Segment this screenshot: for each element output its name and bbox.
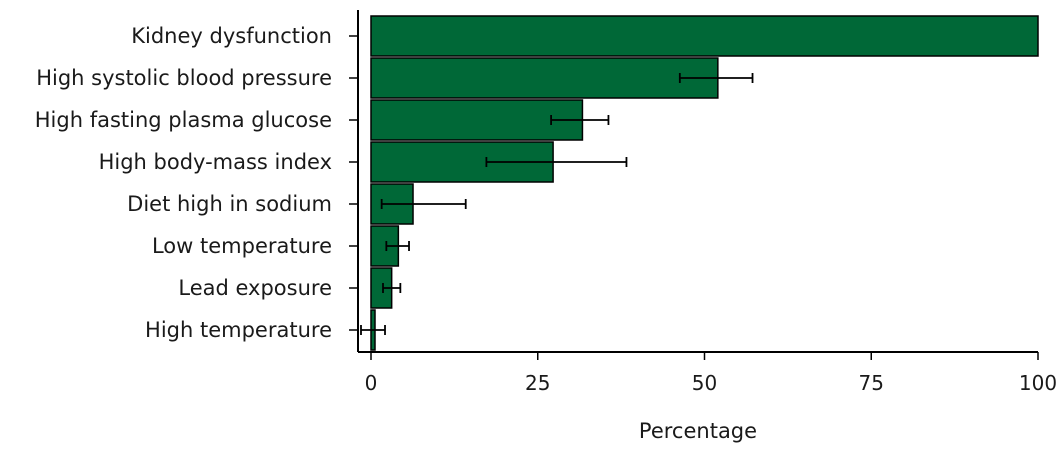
category-label-3: High body-mass index: [99, 150, 332, 174]
bar-1: [370, 57, 719, 99]
bars-layer: [370, 15, 1039, 351]
error-bar-6: [382, 283, 402, 293]
bar-0: [370, 15, 1039, 57]
axes-layer: [349, 10, 1038, 353]
category-label-0: Kidney dysfunction: [131, 24, 332, 48]
error-bar-7: [360, 325, 386, 335]
category-label-1: High systolic blood pressure: [36, 66, 332, 90]
category-label-4: Diet high in sodium: [127, 192, 332, 216]
error-bar-5: [385, 241, 410, 251]
category-label-5: Low temperature: [152, 234, 332, 258]
error-bars-layer: [360, 73, 754, 335]
category-label-6: Lead exposure: [178, 276, 332, 300]
x-axis-title: Percentage: [639, 419, 757, 443]
x-tick-label-0: 0: [365, 371, 378, 395]
category-label-7: High temperature: [145, 318, 332, 342]
error-bar-4: [380, 199, 467, 209]
error-bar-3: [485, 157, 628, 167]
error-bar-2: [550, 115, 610, 125]
x-tick-label-3: 75: [859, 371, 884, 395]
category-label-2: High fasting plasma glucose: [35, 108, 332, 132]
x-tick-label-1: 25: [525, 371, 550, 395]
x-axis-ticks: 0 25 50 75 100: [365, 352, 1057, 395]
x-tick-label-2: 50: [692, 371, 717, 395]
category-labels: Kidney dysfunction High systolic blood pr…: [35, 24, 332, 342]
x-tick-label-4: 100: [1019, 371, 1057, 395]
error-bar-1: [678, 73, 754, 83]
bar-2: [370, 99, 584, 141]
